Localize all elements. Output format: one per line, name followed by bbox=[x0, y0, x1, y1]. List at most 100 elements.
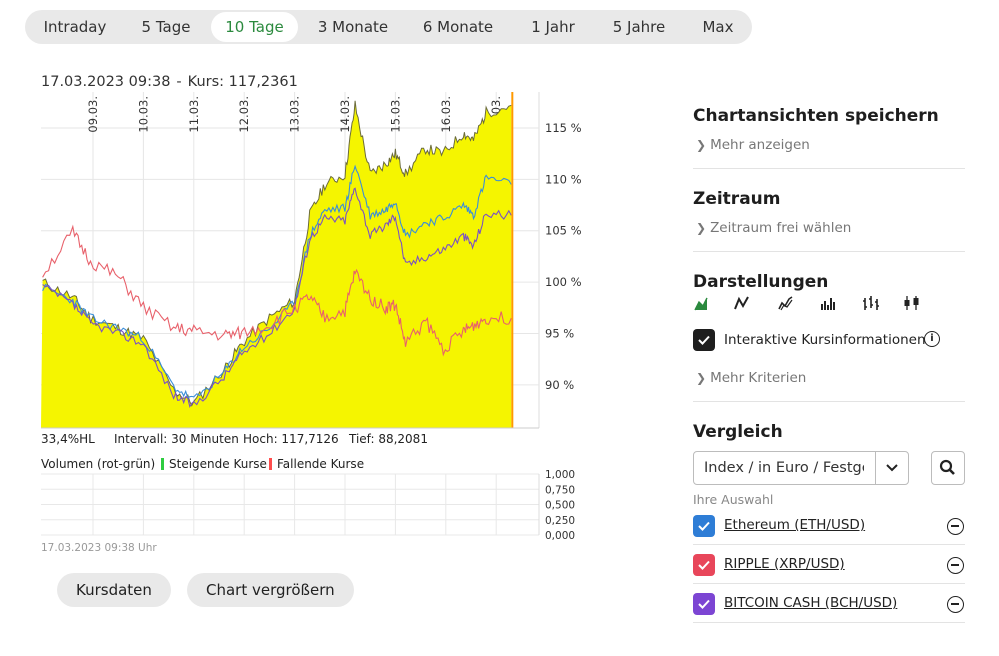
legend-rising-label: Steigende Kurse bbox=[169, 457, 267, 471]
series-line-2 bbox=[42, 187, 512, 409]
series-line-3 bbox=[42, 224, 512, 357]
compare-checkbox-ethereum[interactable] bbox=[693, 515, 715, 537]
save-views-title: Chartansichten speichern bbox=[693, 106, 939, 126]
compare-checkbox-ripple[interactable] bbox=[693, 554, 715, 576]
checkmark-icon bbox=[698, 599, 710, 609]
price-chart[interactable]: 115 % 110 % 105 % 100 % 95 % 90 % 09.03. 10.03.… bbox=[0, 0, 620, 550]
compare-item-bitcoin-cash: BITCOIN CASH (BCH/USD) bbox=[693, 584, 965, 623]
remove-circle-icon[interactable] bbox=[947, 557, 964, 574]
y-tick-label: 100 % bbox=[545, 275, 582, 289]
compare-item-name[interactable]: BITCOIN CASH (BCH/USD) bbox=[724, 595, 898, 611]
checkmark-icon bbox=[698, 560, 710, 570]
more-criteria-label: Mehr Kriterien bbox=[710, 370, 807, 386]
save-views-more-label: Mehr anzeigen bbox=[710, 137, 810, 153]
divider bbox=[693, 544, 965, 545]
volume-title: Volumen (rot-grün) bbox=[41, 457, 156, 471]
compare-index-select[interactable]: Index / in Euro / Festgeld bbox=[693, 451, 909, 485]
tab-max[interactable]: Max bbox=[702, 18, 734, 36]
volume-tick-label: 0,000 bbox=[545, 530, 575, 542]
volume-tick-label: 0,500 bbox=[545, 500, 575, 512]
area-chart-icon[interactable] bbox=[694, 294, 714, 312]
volume-tick-label: 0,750 bbox=[545, 484, 575, 496]
x-date-label: 14.03. bbox=[338, 96, 352, 133]
chart-price: Kurs: 117,2361 bbox=[187, 74, 298, 90]
range-tab-bar: Intraday 5 Tage 10 Tage 3 Monate 6 Monat… bbox=[25, 10, 752, 44]
series-area-fill bbox=[41, 100, 512, 429]
legend-falling-mark bbox=[269, 458, 272, 470]
selection-label: Ihre Auswahl bbox=[693, 492, 774, 507]
y-tick-label: 115 % bbox=[545, 121, 582, 135]
x-date-label: 11.03. bbox=[187, 96, 201, 133]
tab-3-monate[interactable]: 3 Monate bbox=[317, 18, 389, 36]
checkmark-icon bbox=[698, 335, 710, 345]
search-icon bbox=[939, 459, 955, 475]
kursdaten-button[interactable]: Kursdaten bbox=[57, 573, 171, 607]
checkmark-icon bbox=[698, 521, 710, 531]
more-criteria-link[interactable]: ❯ Mehr Kriterien bbox=[696, 370, 806, 386]
tab-5-tage[interactable]: 5 Tage bbox=[141, 18, 191, 36]
remove-circle-icon[interactable] bbox=[947, 596, 964, 613]
line-chart-icon[interactable] bbox=[777, 294, 797, 312]
stat-interval: Intervall: 30 Minuten bbox=[114, 432, 239, 446]
compare-item-ethereum: Ethereum (ETH/USD) bbox=[693, 506, 965, 545]
chevron-right-icon: ❯ bbox=[696, 371, 707, 385]
save-views-more-link[interactable]: ❯ Mehr anzeigen bbox=[696, 137, 810, 153]
stat-low: Tief: 88,2081 bbox=[349, 432, 428, 446]
period-custom-link[interactable]: ❯ Zeitraum frei wählen bbox=[696, 220, 851, 236]
chart-timestamp: 17.03.2023 09:38 Uhr bbox=[41, 542, 157, 554]
remove-circle-icon[interactable] bbox=[947, 518, 964, 535]
x-date-label: 10.03. bbox=[136, 96, 150, 133]
legend-rising-mark bbox=[161, 458, 164, 470]
tab-intraday[interactable]: Intraday bbox=[43, 18, 107, 36]
chart-enlarge-button[interactable]: Chart vergrößern bbox=[187, 573, 354, 607]
line-chart-icon[interactable] bbox=[733, 294, 753, 312]
legend-falling: Fallende Kurse bbox=[269, 457, 364, 471]
interactive-info-checkbox[interactable] bbox=[693, 329, 715, 351]
candlestick-chart-icon[interactable] bbox=[902, 294, 922, 312]
compare-search-button[interactable] bbox=[931, 451, 965, 485]
compare-item-name[interactable]: Ethereum (ETH/USD) bbox=[724, 517, 866, 533]
chevron-down-icon[interactable] bbox=[876, 452, 908, 484]
volume-tick-label: 1,000 bbox=[545, 469, 575, 481]
chart-header: 17.03.2023 09:38- Kurs: 117,2361 bbox=[41, 74, 298, 90]
chevron-right-icon: ❯ bbox=[696, 221, 707, 235]
period-custom-label: Zeitraum frei wählen bbox=[710, 220, 852, 236]
ohlc-chart-icon[interactable] bbox=[861, 294, 881, 312]
info-icon[interactable]: i bbox=[924, 331, 940, 347]
compare-item-name[interactable]: RIPPLE (XRP/USD) bbox=[724, 556, 845, 572]
x-date-label: 16.03. bbox=[439, 96, 453, 133]
x-date-label: 09.03. bbox=[86, 96, 100, 133]
tab-6-monate[interactable]: 6 Monate bbox=[422, 18, 494, 36]
divider bbox=[693, 251, 965, 252]
divider bbox=[693, 583, 965, 584]
x-date-label: 13.03. bbox=[288, 96, 302, 133]
x-date-label: 12.03. bbox=[237, 96, 251, 133]
tab-1-jahr[interactable]: 1 Jahr bbox=[531, 18, 575, 36]
compare-checkbox-bitcoin-cash[interactable] bbox=[693, 593, 715, 615]
interactive-info-label: Interaktive Kursinformationen bbox=[724, 332, 926, 348]
legend-rising: Steigende Kurse bbox=[161, 457, 267, 471]
stat-hl: 33,4%HL bbox=[41, 432, 95, 446]
series-line-1 bbox=[42, 164, 512, 399]
compare-index-select-value: Index / in Euro / Festgeld bbox=[704, 460, 864, 476]
x-date-label: 15.03. bbox=[388, 96, 402, 133]
divider bbox=[693, 168, 965, 169]
legend-falling-label: Fallende Kurse bbox=[277, 457, 365, 471]
bar-chart-icon[interactable] bbox=[819, 294, 839, 312]
tab-5-jahre[interactable]: 5 Jahre bbox=[612, 18, 666, 36]
chart-date: 17.03.2023 09:38 bbox=[41, 74, 171, 90]
chevron-right-icon: ❯ bbox=[696, 138, 707, 152]
divider bbox=[693, 622, 965, 623]
volume-tick-label: 0,250 bbox=[545, 515, 575, 527]
y-tick-label: 105 % bbox=[545, 224, 582, 238]
display-title: Darstellungen bbox=[693, 272, 829, 292]
y-tick-label: 90 % bbox=[545, 378, 574, 392]
y-tick-label: 95 % bbox=[545, 326, 574, 340]
y-tick-label: 110 % bbox=[545, 172, 582, 186]
compare-title: Vergleich bbox=[693, 422, 783, 442]
select-divider bbox=[875, 452, 876, 484]
tab-10-tage[interactable]: 10 Tage bbox=[211, 12, 298, 42]
compare-item-ripple: RIPPLE (XRP/USD) bbox=[693, 545, 965, 584]
stat-high: Hoch: 117,7126 bbox=[243, 432, 339, 446]
period-title: Zeitraum bbox=[693, 189, 781, 209]
